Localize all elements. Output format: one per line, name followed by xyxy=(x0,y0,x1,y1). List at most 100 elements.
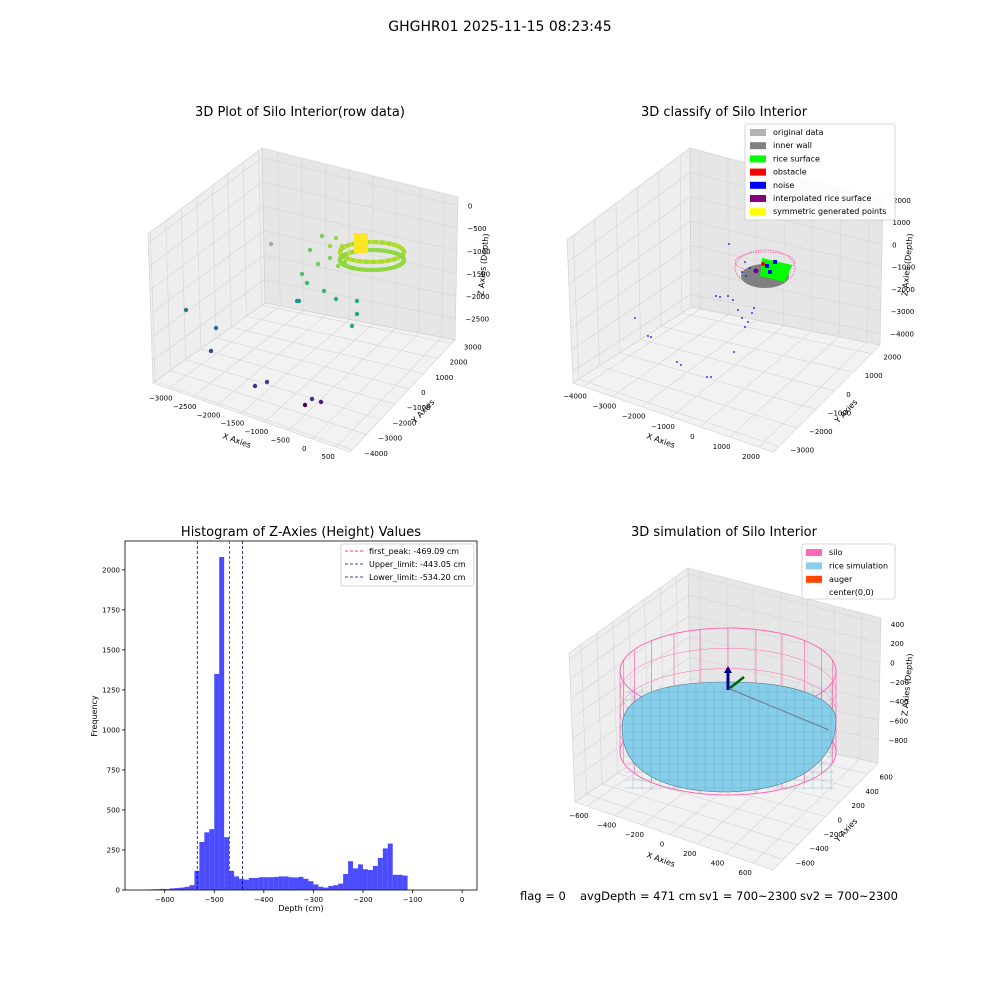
legend-label: Lower_limit: -534.20 cm xyxy=(369,573,466,582)
grid-line xyxy=(689,636,880,683)
histogram-bar xyxy=(159,888,165,890)
noise-point xyxy=(727,295,729,297)
y-tick-label: 1000 xyxy=(865,372,883,380)
y-tick-label: −3000 xyxy=(378,435,402,443)
histogram-bar xyxy=(313,884,319,890)
grid-line xyxy=(729,336,840,438)
raw-pane-floor xyxy=(152,302,456,453)
noise-point xyxy=(732,299,734,301)
grid-line xyxy=(155,381,353,451)
noise-point xyxy=(737,309,739,311)
grid-line xyxy=(149,232,156,382)
classify-title: 3D classify of Silo Interior xyxy=(641,105,808,120)
histogram-bar xyxy=(199,841,205,890)
histogram-bar xyxy=(154,889,160,890)
simulation-xlabel: X Axies xyxy=(645,850,676,869)
simulation-title: 3D simulation of Silo Interior xyxy=(631,525,818,540)
y-tick-label: 0 xyxy=(116,887,120,895)
z-tick-label: −2500 xyxy=(465,316,489,324)
auger-green-axis xyxy=(729,676,745,689)
grid-line xyxy=(582,308,701,387)
grid-line xyxy=(151,255,265,338)
simulation-zticks: 400 200 0 −200 −400 −600 −800 xyxy=(888,621,908,745)
raw-point xyxy=(354,298,360,304)
grid-line xyxy=(640,339,835,392)
histogram-bar xyxy=(308,881,314,890)
histogram-bar xyxy=(194,870,200,890)
classify-obstacle xyxy=(761,262,765,266)
grid-line xyxy=(569,573,689,660)
x-tick-label: −100 xyxy=(403,896,422,904)
figure-suptitle: GHGHR01 2025-11-15 08:23:45 xyxy=(388,19,611,35)
z-tick-label: 2000 xyxy=(893,197,911,205)
legend-label: rice surface xyxy=(773,154,820,163)
y-tick-label: −2000 xyxy=(809,428,833,436)
noise-point xyxy=(753,307,755,309)
y-tick-label: −1000 xyxy=(828,409,852,417)
x-tick-label: −3000 xyxy=(149,395,173,403)
histogram-bar xyxy=(328,885,334,890)
grid-line xyxy=(637,187,641,340)
status-flag: flag = 0 xyxy=(520,889,566,903)
raw-point xyxy=(318,399,324,405)
grid-line xyxy=(262,181,458,229)
grid-line xyxy=(658,171,662,327)
panel-simulation-3d: 3D simulation of Silo Interior −600 −400 −… xyxy=(568,525,915,877)
legend-label: obstacle xyxy=(773,168,807,177)
grid-line xyxy=(615,203,621,353)
grid-line xyxy=(418,187,421,333)
noise-point xyxy=(634,317,636,319)
x-tick-label: −400 xyxy=(597,822,616,830)
panel-classify-3d: 3D classify of Silo Interior −4000−3000−… xyxy=(563,105,915,461)
raw-point xyxy=(354,311,360,317)
grid-line xyxy=(569,220,691,307)
z-tick-label: 200 xyxy=(890,640,903,648)
grid-line xyxy=(242,162,247,317)
raw-point xyxy=(321,288,327,294)
grid-line xyxy=(258,150,262,306)
histogram-bar xyxy=(209,829,215,890)
grid-line xyxy=(165,220,171,371)
legend-swatch xyxy=(750,129,766,136)
y-tick-label: −400 xyxy=(810,845,829,853)
panel-raw-3d: 3D Plot of Silo Interior(row data) −3000… xyxy=(147,105,491,461)
status-sv1: sv1 = 700~2300 xyxy=(699,889,797,903)
auger-red-axis xyxy=(729,688,830,731)
panel-histogram: Histogram of Z-Axies (Height) Values −60… xyxy=(90,525,478,913)
grid-line xyxy=(152,279,265,361)
grid-line xyxy=(277,151,281,306)
raw-point xyxy=(342,259,348,265)
y-tick-label: 1250 xyxy=(102,686,120,694)
raw-point xyxy=(183,307,189,313)
histogram-bar xyxy=(382,848,388,890)
grid-line xyxy=(570,615,690,699)
histogram-bar xyxy=(372,865,378,890)
noise-point xyxy=(741,317,743,319)
legend-swatch xyxy=(750,142,766,150)
y-tick-label: 600 xyxy=(880,774,893,782)
classify-legend: original data inner wall rice surface obsta… xyxy=(744,123,896,221)
grid-line xyxy=(586,793,784,860)
x-tick-label: −200 xyxy=(353,896,372,904)
histogram-bar xyxy=(248,877,254,890)
classify-yticks: −3000 −2000 −1000 0 1000 2000 xyxy=(790,354,901,455)
grid-line xyxy=(572,235,580,380)
histogram-bar xyxy=(149,889,155,890)
raw-point xyxy=(252,383,258,389)
noise-point xyxy=(733,351,735,353)
x-tick-label: 200 xyxy=(683,850,696,858)
raw-yticks: −4000 −3000 −2000 −1000 0 1000 2000 3000 xyxy=(364,343,482,457)
grid-line xyxy=(690,269,881,312)
grid-line xyxy=(617,773,812,832)
histogram-bar xyxy=(397,874,403,890)
y-tick-label: 1000 xyxy=(435,374,453,382)
histogram-bar xyxy=(239,878,244,890)
histogram-bar xyxy=(224,837,230,890)
grid-line xyxy=(569,594,689,680)
classify-noise-points xyxy=(634,243,777,378)
simulation-xticks: −600 −400 −200 0 200 400 600 xyxy=(569,812,752,877)
raw-point xyxy=(335,263,341,269)
raw-point xyxy=(304,280,310,286)
raw-point xyxy=(302,402,308,408)
